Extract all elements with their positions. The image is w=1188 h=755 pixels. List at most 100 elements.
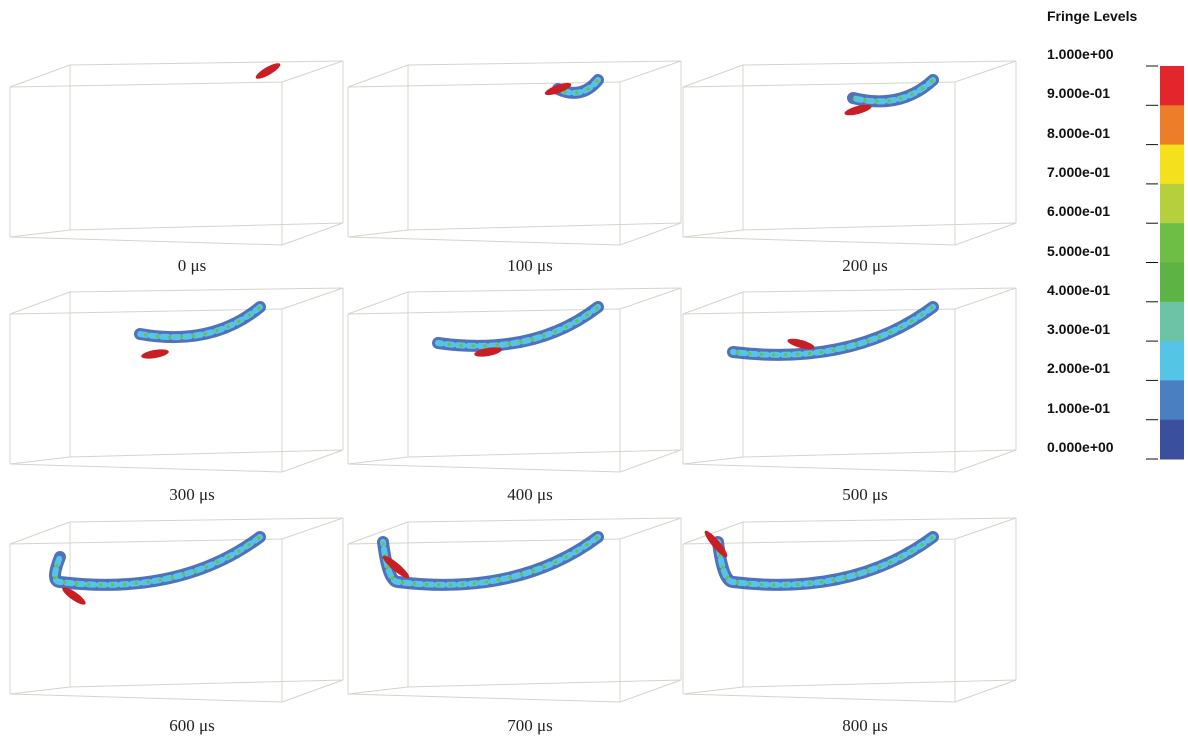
box-edge bbox=[619, 60, 682, 83]
panel-label: 400 μs bbox=[507, 485, 553, 504]
projectile bbox=[62, 587, 86, 605]
box-edge bbox=[347, 693, 621, 703]
box-edge bbox=[742, 222, 1017, 231]
box-edge bbox=[742, 517, 1017, 523]
box-edge bbox=[407, 60, 682, 66]
box-edge bbox=[9, 693, 283, 703]
box-edge bbox=[407, 679, 682, 688]
box-edge bbox=[9, 229, 71, 238]
box-edge bbox=[9, 64, 71, 88]
box-edge bbox=[347, 686, 409, 695]
box-edge bbox=[954, 449, 1017, 473]
colorbar-segment bbox=[1160, 419, 1184, 460]
legend-level: 2.000e-01 bbox=[1047, 360, 1111, 377]
legend-level: 3.000e-01 bbox=[1047, 321, 1111, 338]
legend-level: 4.000e-01 bbox=[1047, 281, 1111, 298]
debris bbox=[377, 531, 604, 591]
box-edge bbox=[347, 229, 409, 238]
legend-level: 5.000e-01 bbox=[1047, 242, 1111, 259]
legend-level: 6.000e-01 bbox=[1047, 203, 1111, 220]
debris-core bbox=[380, 534, 601, 588]
panel-label: 100 μs bbox=[507, 256, 553, 275]
box-edge bbox=[9, 291, 71, 315]
panel-label: 700 μs bbox=[507, 716, 553, 735]
box-edge bbox=[9, 686, 71, 695]
box-edge bbox=[9, 308, 283, 315]
projectile bbox=[544, 82, 572, 96]
box-edge bbox=[742, 60, 1017, 66]
box-edge bbox=[69, 449, 344, 458]
box-edge bbox=[347, 456, 409, 465]
box-edge bbox=[69, 679, 344, 688]
box-edge bbox=[281, 679, 344, 703]
legend-level: 0.000e+00 bbox=[1047, 439, 1114, 455]
box-edge bbox=[682, 538, 956, 545]
box-edge bbox=[954, 287, 1017, 310]
box-edge bbox=[619, 222, 682, 246]
debris-green bbox=[437, 305, 599, 348]
debris bbox=[712, 531, 939, 591]
box-edge bbox=[619, 679, 682, 703]
box-edge bbox=[619, 449, 682, 473]
box-edge bbox=[281, 60, 344, 83]
projectile bbox=[844, 104, 872, 116]
box-edge bbox=[682, 308, 956, 315]
box-edge bbox=[682, 463, 956, 473]
box-edge bbox=[281, 287, 344, 310]
box-edge bbox=[281, 517, 344, 540]
panel-label: 300 μs bbox=[169, 485, 215, 504]
projectile bbox=[382, 555, 410, 579]
box-edge bbox=[347, 64, 409, 88]
box-edge bbox=[954, 222, 1017, 246]
box-edge bbox=[407, 287, 682, 293]
box-edge bbox=[347, 463, 621, 473]
box-edge bbox=[9, 521, 71, 545]
colorbar-segment bbox=[1160, 144, 1184, 185]
box-edge bbox=[69, 60, 344, 66]
colorbar-segment bbox=[1160, 341, 1184, 381]
box-edge bbox=[407, 222, 682, 231]
debris-green bbox=[732, 305, 934, 357]
box-edge bbox=[682, 236, 956, 246]
box-edge bbox=[69, 287, 344, 293]
box-edge bbox=[682, 521, 744, 545]
box-edge bbox=[619, 517, 682, 540]
box-edge bbox=[954, 679, 1017, 703]
legend-title: Fringe Levels bbox=[1047, 8, 1138, 24]
box-edge bbox=[281, 222, 344, 246]
projectile bbox=[704, 530, 728, 558]
legend-level: 1.000e-01 bbox=[1047, 399, 1111, 416]
box-edge bbox=[347, 81, 621, 88]
box-edge bbox=[407, 449, 682, 458]
box-edge bbox=[347, 291, 409, 315]
box-edge bbox=[682, 291, 744, 315]
box-edge bbox=[619, 287, 682, 310]
projectile bbox=[787, 338, 815, 350]
legend-level: 7.000e-01 bbox=[1047, 163, 1111, 180]
box-edge bbox=[742, 287, 1017, 293]
colorbar-segment bbox=[1160, 223, 1184, 263]
legend-level: 8.000e-01 bbox=[1047, 124, 1111, 141]
colorbar-segment bbox=[1160, 105, 1184, 146]
box-edge bbox=[682, 64, 744, 88]
box-edge bbox=[347, 521, 409, 545]
colorbar-segment bbox=[1160, 301, 1184, 342]
box-edge bbox=[682, 81, 956, 88]
box-edge bbox=[407, 517, 682, 523]
box-edge bbox=[742, 449, 1017, 458]
box-edge bbox=[69, 517, 344, 523]
box-edge bbox=[281, 449, 344, 473]
box-edge bbox=[9, 538, 283, 545]
debris-green bbox=[139, 305, 261, 339]
colorbar-segment bbox=[1160, 66, 1184, 106]
box-edge bbox=[9, 463, 283, 473]
box-edge bbox=[954, 517, 1017, 540]
projectile bbox=[255, 63, 281, 79]
box-edge bbox=[954, 60, 1017, 83]
box-edge bbox=[347, 538, 621, 545]
panel-label: 600 μs bbox=[169, 716, 215, 735]
legend-level: 1.000e+00 bbox=[1047, 46, 1114, 62]
panel-label: 800 μs bbox=[842, 716, 888, 735]
